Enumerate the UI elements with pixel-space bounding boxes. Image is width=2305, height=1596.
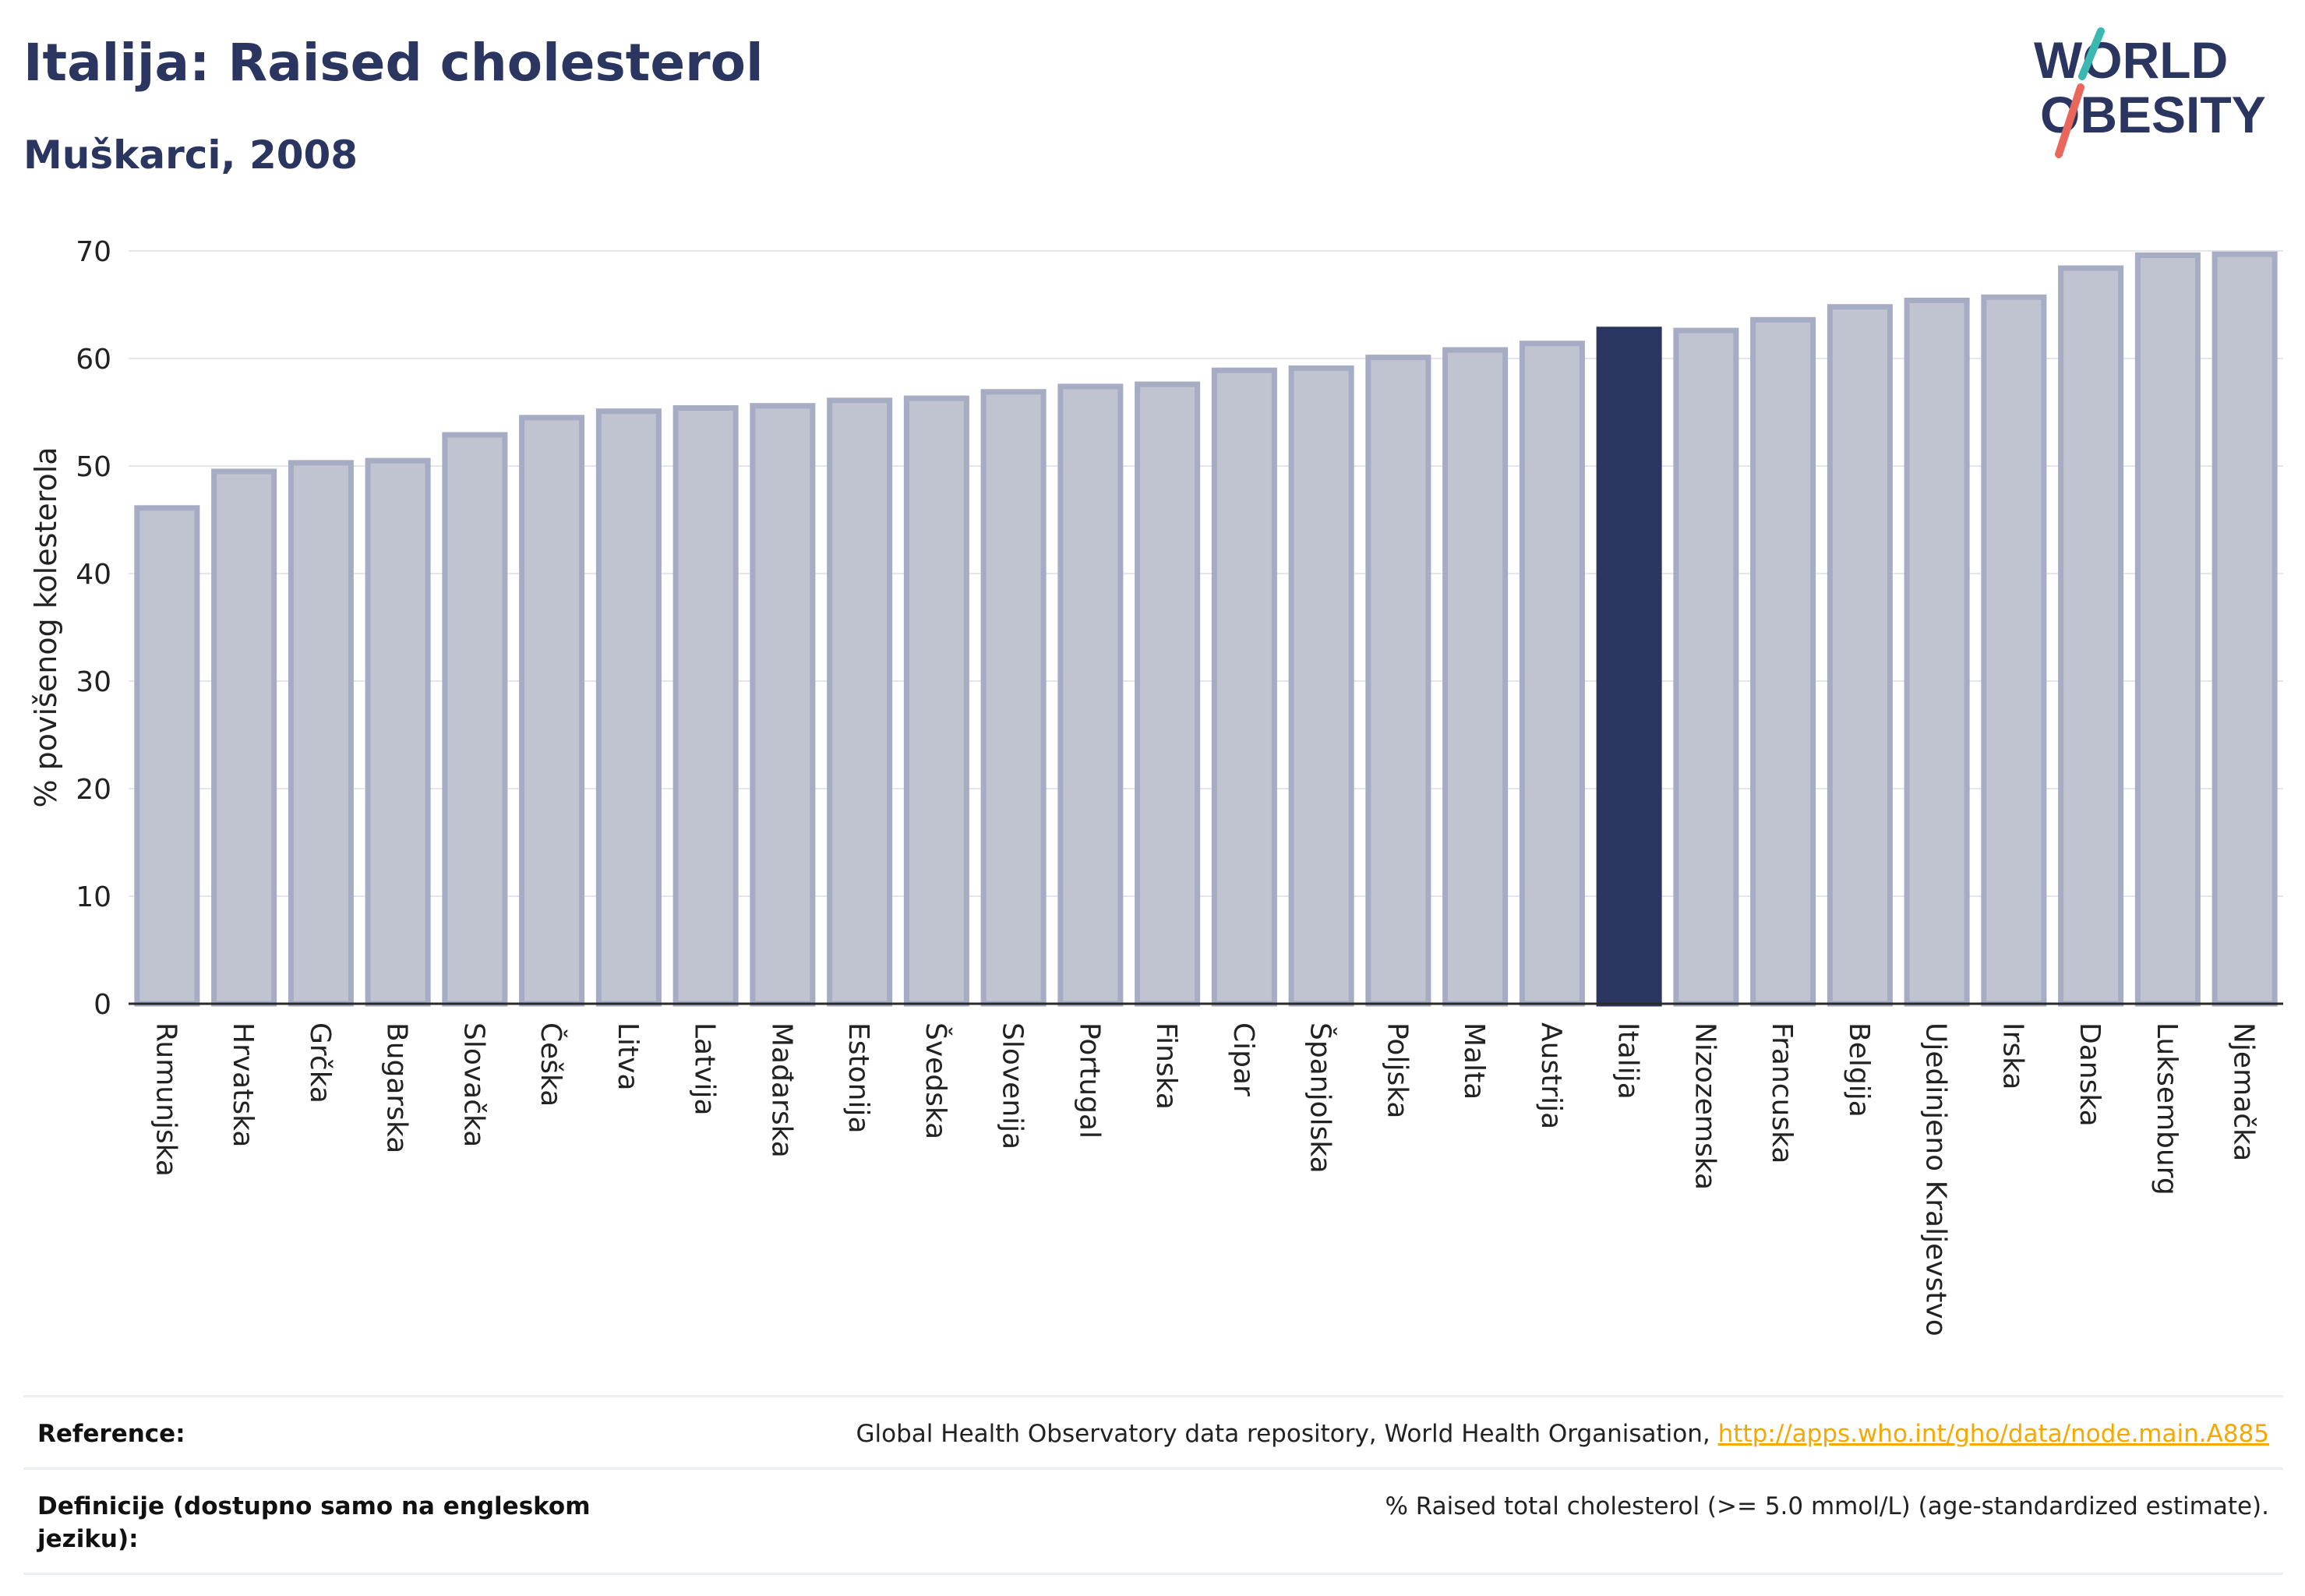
x-tick-label: Mađarska — [765, 1022, 797, 1158]
bar — [827, 397, 893, 1007]
bar — [1904, 297, 1970, 1007]
y-tick-label: 40 — [76, 559, 111, 591]
bar — [2134, 252, 2201, 1007]
x-tick-label: Švedska — [920, 1022, 952, 1139]
x-tick-label: Poljska — [1381, 1022, 1413, 1119]
bar — [442, 432, 508, 1007]
x-tick-label: Češka — [535, 1022, 567, 1107]
bar — [1596, 327, 1662, 1007]
x-tick-label: Litva — [612, 1022, 644, 1091]
reference-link[interactable]: http://apps.who.int/gho/data/node.main.A… — [1717, 1420, 2269, 1448]
bar — [672, 404, 739, 1007]
bar — [134, 505, 200, 1007]
x-tick-label: Slovačka — [457, 1022, 489, 1147]
bar — [1827, 304, 1893, 1007]
y-tick-label: 30 — [76, 666, 111, 698]
reference-text: Global Health Observatory data repositor… — [856, 1420, 1718, 1448]
bar — [750, 403, 816, 1007]
x-tick-label: Latvija — [689, 1022, 721, 1116]
x-tick-label: Nizozemska — [1689, 1022, 1721, 1190]
x-tick-label: Španjolska — [1304, 1022, 1337, 1174]
bar — [1288, 365, 1354, 1007]
bar — [1981, 294, 2047, 1007]
reference-row: Reference: Global Health Observatory dat… — [23, 1395, 2283, 1467]
definition-value: % Raised total cholesterol (>= 5.0 mmol/… — [1385, 1492, 2269, 1520]
reference-table: Reference: Global Health Observatory dat… — [23, 1395, 2283, 1575]
x-tick-label: Ujedinjeno Kraljevstvo — [1920, 1022, 1952, 1336]
logo-slash-coral — [2055, 83, 2084, 158]
bar — [980, 389, 1047, 1007]
y-tick-label: 70 — [76, 236, 111, 268]
page-subtitle: Muškarci, 2008 — [23, 132, 358, 178]
y-tick-label: 10 — [76, 881, 111, 913]
page-title: Italija: Raised cholesterol — [23, 33, 764, 93]
x-tick-label: Luksemburg — [2151, 1022, 2183, 1195]
x-tick-label: Slovenija — [997, 1022, 1029, 1149]
reference-label: Reference: — [37, 1420, 185, 1448]
x-tick-label: Portugal — [1073, 1022, 1105, 1139]
y-tick-label: 20 — [76, 774, 111, 806]
bar — [1057, 383, 1124, 1007]
y-tick-label: 0 — [94, 989, 111, 1021]
bar-chart: 0 10 20 30 40 50 60 70 Rumunjska Hrvatska Grčka Bu… — [29, 236, 2283, 1336]
x-tick-label: Njemačka — [2228, 1022, 2260, 1161]
y-tick-label: 60 — [76, 344, 111, 376]
x-tick-label: Finska — [1150, 1022, 1182, 1110]
bar — [211, 468, 277, 1007]
x-tick-label: Estonija — [842, 1022, 874, 1134]
bar — [2058, 265, 2124, 1007]
bar — [1135, 381, 1201, 1007]
x-tick-label: Belgija — [1843, 1022, 1875, 1118]
bar — [595, 408, 662, 1007]
x-tick-label: Rumunjska — [150, 1022, 182, 1177]
reference-value: Global Health Observatory data repositor… — [856, 1418, 2269, 1450]
bar — [1211, 367, 1277, 1007]
bar — [288, 460, 354, 1007]
bar — [1750, 316, 1816, 1007]
x-tick-label: Francuska — [1766, 1022, 1798, 1163]
bar — [1673, 327, 1739, 1007]
bar — [365, 457, 431, 1007]
x-tick-label: Danska — [2074, 1022, 2106, 1127]
bars — [134, 251, 2278, 1007]
x-tick-label: Austrija — [1535, 1022, 1567, 1129]
x-tick-labels: Rumunjska Hrvatska Grčka Bugarska Slovačka Če… — [150, 1022, 2259, 1336]
bar — [1442, 347, 1509, 1007]
logo-line-1: WORLD — [2034, 31, 2228, 89]
bar — [2211, 251, 2278, 1007]
y-tick-label: 50 — [76, 451, 111, 483]
bar — [1519, 341, 1585, 1007]
definition-label: Definicije (dostupno samo na engleskom j… — [37, 1492, 591, 1553]
x-tick-label: Cipar — [1227, 1022, 1259, 1096]
bar — [519, 415, 585, 1007]
bar — [1365, 355, 1431, 1007]
y-tick-labels: 0 10 20 30 40 50 60 70 — [76, 236, 111, 1021]
y-axis-label: % povišenog kolesterola — [29, 447, 63, 807]
logo-slash-teal — [2078, 27, 2105, 80]
definition-row: Definicije (dostupno samo na engleskom j… — [23, 1467, 2283, 1575]
x-tick-label: Bugarska — [381, 1022, 413, 1153]
x-tick-label: Italija — [1612, 1022, 1644, 1100]
x-tick-label: Malta — [1458, 1022, 1490, 1100]
x-tick-label: Grčka — [304, 1022, 336, 1103]
world-obesity-logo: WORLD OBESITY — [2034, 27, 2266, 158]
x-tick-label: Irska — [1996, 1022, 2028, 1089]
x-tick-label: Hrvatska — [227, 1022, 259, 1147]
bar — [903, 395, 969, 1007]
